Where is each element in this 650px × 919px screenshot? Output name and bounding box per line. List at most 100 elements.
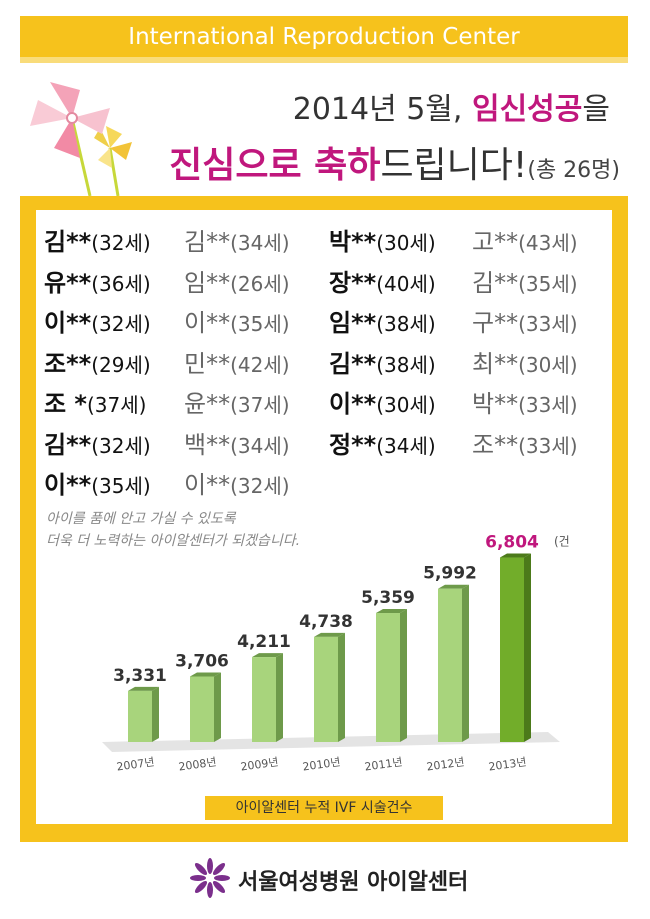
bar-top xyxy=(190,672,221,677)
headline-line1: 2014년 5월, 임신성공을 xyxy=(230,84,610,128)
patient-entry: 민**(42세) xyxy=(184,344,290,379)
header-band xyxy=(20,16,628,58)
patient-age: (40세) xyxy=(376,271,436,296)
patient-name: 김** xyxy=(472,268,519,297)
patient-name: 이** xyxy=(329,390,377,418)
patient-name: 임** xyxy=(329,309,377,337)
patient-entry: 조 *(37세) xyxy=(44,384,146,419)
bar-side xyxy=(152,686,159,742)
patient-age: (34세) xyxy=(230,231,290,255)
bar-side xyxy=(462,584,469,742)
bar-value-label: 5,992 xyxy=(423,564,477,584)
category-label: 2008년 xyxy=(178,755,218,773)
patient-entry: 유**(36세) xyxy=(44,263,151,298)
patient-name: 백** xyxy=(184,430,231,459)
bar-value-label: 4,738 xyxy=(299,612,353,632)
patient-entry: 이**(35세) xyxy=(44,465,151,500)
bar-5 xyxy=(438,584,469,742)
patient-name: 이** xyxy=(44,471,92,499)
names-row: 조**(29세) 민**(42세) 김**(38세) 최**(30세) xyxy=(44,344,614,385)
bar-side xyxy=(338,632,345,742)
patient-age: (32세) xyxy=(230,474,290,498)
message-line1: 아이를 품에 안고 가실 수 있도록 xyxy=(46,511,236,527)
bar-top xyxy=(438,584,469,589)
patient-age: (30세) xyxy=(376,393,436,417)
patient-entry: 구**(33세) xyxy=(472,303,578,338)
patient-entry: 고**(43세) xyxy=(472,222,578,257)
category-label: 2010년 xyxy=(302,755,342,773)
purple-flower-icon xyxy=(190,858,230,898)
names-row: 유**(36세) 임**(26세) 장**(40세) 김**(35세) xyxy=(44,263,614,304)
patient-age: (37세) xyxy=(87,393,147,417)
category-label: 2007년 xyxy=(116,755,156,773)
bar-side xyxy=(214,672,221,742)
patient-entry: 정**(34세) xyxy=(329,425,436,460)
patient-age: (34세) xyxy=(230,433,290,458)
patient-age: (35세) xyxy=(230,312,290,336)
caption-box xyxy=(205,796,443,820)
patient-name: 최** xyxy=(472,349,519,378)
bar-top xyxy=(252,653,283,658)
patient-name: 조** xyxy=(472,430,519,459)
patient-age: (29세) xyxy=(91,352,151,377)
patient-age: (32세) xyxy=(91,433,151,458)
patient-name: 박** xyxy=(329,228,377,256)
bar-front xyxy=(314,636,338,742)
bar-top xyxy=(376,609,407,614)
patient-entry: 임**(26세) xyxy=(184,263,290,298)
names-row: 김**(32세) 백**(34세) 정**(34세) 조**(33세) xyxy=(44,425,614,466)
patient-age: (42세) xyxy=(230,352,290,377)
patient-name: 김** xyxy=(44,430,92,459)
patient-name: 정** xyxy=(329,430,377,459)
bar-front xyxy=(190,676,214,742)
patient-name: 이** xyxy=(44,309,92,337)
names-row: 조 *(37세) 윤**(37세) 이**(30세) 박**(33세) xyxy=(44,384,614,425)
bar-3 xyxy=(314,632,345,742)
bar-value-label: 5,359 xyxy=(361,588,415,608)
bar-front xyxy=(438,588,462,742)
patient-entry: 최**(30세) xyxy=(472,344,578,379)
patient-age: (30세) xyxy=(518,352,578,377)
patient-entry: 이**(35세) xyxy=(184,303,290,338)
message: 아이를 품에 안고 가실 수 있도록 더욱 더 노력하는 아이알센터가 되겠습니… xyxy=(46,508,300,552)
patient-name: 구** xyxy=(472,309,519,337)
bar-6 xyxy=(500,553,531,742)
chart-caption: 아이알센터 누적 IVF 시술건수 xyxy=(235,800,413,816)
bar-front xyxy=(252,657,276,742)
bar-4 xyxy=(376,609,407,742)
footer-hospital-name: 서울여성병원 아이알센터 xyxy=(238,870,469,895)
patient-name: 민** xyxy=(184,349,231,378)
patient-entry: 김**(34세) xyxy=(184,222,290,257)
patient-entry: 김**(38세) xyxy=(329,344,436,379)
headline2-count: (총 26명) xyxy=(527,158,620,183)
patient-name: 이** xyxy=(184,471,231,499)
bar-front xyxy=(128,690,152,742)
patient-name: 임** xyxy=(184,268,231,297)
pinwheel-icon xyxy=(30,82,132,197)
patient-entry: 조**(33세) xyxy=(472,425,578,460)
bar-side xyxy=(524,553,531,742)
bar-side xyxy=(276,653,283,742)
patient-entry: 김**(32세) xyxy=(44,222,151,257)
patient-entry: 윤**(37세) xyxy=(184,384,290,419)
patient-age: (38세) xyxy=(376,352,436,377)
bar-value-label: 4,211 xyxy=(237,632,291,652)
patient-age: (26세) xyxy=(230,271,290,296)
names-row: 이**(32세) 이**(35세) 임**(38세) 구**(33세) xyxy=(44,303,614,344)
bar-top xyxy=(500,553,531,558)
unit-label: (건) xyxy=(554,535,570,549)
patient-name: 이** xyxy=(184,309,231,337)
category-label: 2012년 xyxy=(426,755,466,773)
bar-value-label: 3,331 xyxy=(113,666,167,686)
headline-prefix: 2014년 5월, xyxy=(292,92,472,127)
headline-suffix: 을 xyxy=(582,92,610,127)
bar-top xyxy=(128,686,159,691)
patient-age: (33세) xyxy=(518,312,578,336)
patient-name: 조** xyxy=(44,349,92,378)
patient-entry: 이**(32세) xyxy=(184,465,290,500)
patient-entry: 조**(29세) xyxy=(44,344,151,379)
bar-value-label: 6,804 xyxy=(485,533,539,553)
patient-age: (30세) xyxy=(376,231,436,255)
bar-0 xyxy=(128,686,159,742)
message-line2: 더욱 더 노력하는 아이알센터가 되겠습니다. xyxy=(46,533,301,549)
